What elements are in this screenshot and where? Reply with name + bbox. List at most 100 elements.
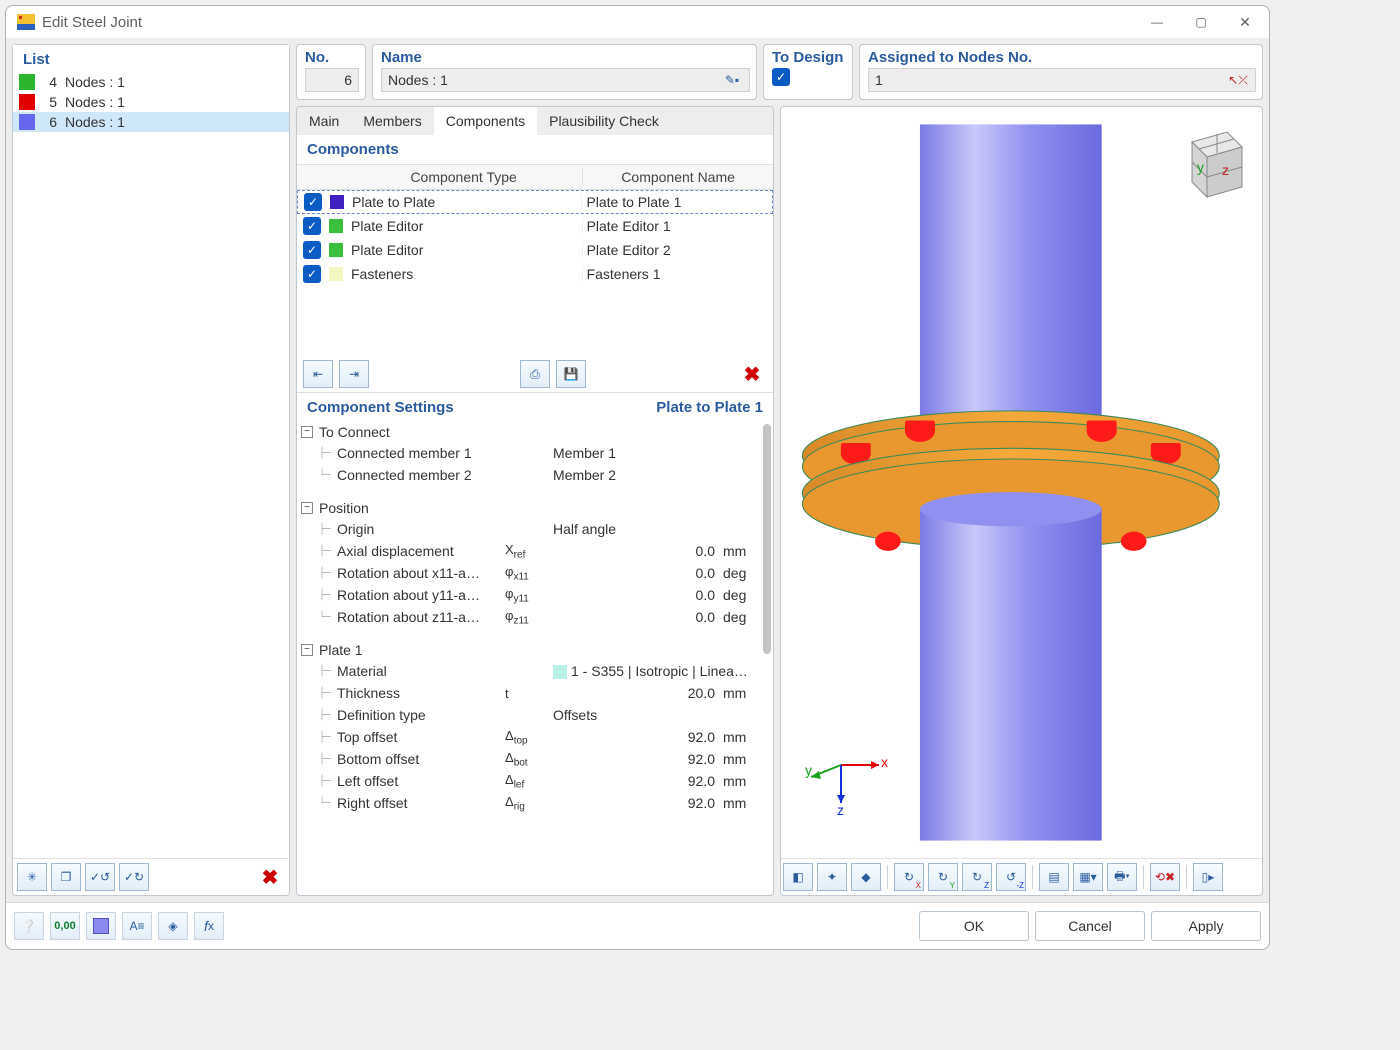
- apply-button[interactable]: Apply: [1151, 911, 1261, 941]
- pick-node-icon[interactable]: ↖⤫: [1227, 70, 1249, 90]
- window-controls: [1137, 8, 1265, 36]
- row-color-swatch: [329, 219, 343, 233]
- tag-button[interactable]: ◈: [158, 912, 188, 940]
- number-field-box: No. 6: [296, 44, 366, 100]
- delete-item-button[interactable]: ✖: [255, 863, 285, 891]
- list-item-number: 5: [43, 94, 57, 110]
- print-button[interactable]: 🖶▾: [1107, 863, 1137, 891]
- component-row[interactable]: Fasteners Fasteners 1: [297, 262, 773, 286]
- cancel-button[interactable]: Cancel: [1035, 911, 1145, 941]
- check-b-button[interactable]: ✓↻: [119, 863, 149, 891]
- axis-triad: x y z: [801, 735, 891, 818]
- to-design-checkbox[interactable]: [772, 68, 790, 86]
- row-type: Plate Editor: [347, 218, 582, 234]
- col-name: Component Name: [583, 169, 773, 185]
- tab-plausibility[interactable]: Plausibility Check: [537, 107, 671, 135]
- view-cube[interactable]: y z: [1172, 117, 1252, 210]
- viewport-toolbar: ◧ ✦ ◆ ↻X ↻Y ↻Z ↺-Z ▤ ▦▾ 🖶▾ ⟲✖: [781, 858, 1262, 895]
- assigned-nodes-box: Assigned to Nodes No. 1 ↖⤫: [859, 44, 1263, 100]
- component-row[interactable]: Plate Editor Plate Editor 2: [297, 238, 773, 262]
- name-label: Name: [381, 49, 750, 66]
- svg-text:y: y: [805, 762, 812, 778]
- name-input[interactable]: Nodes : 1 ✎▪: [381, 68, 750, 92]
- assigned-nodes-input[interactable]: 1 ↖⤫: [868, 68, 1256, 92]
- list-item-label: Nodes : 1: [65, 114, 125, 130]
- move-up-button[interactable]: ⇤: [303, 360, 333, 388]
- collapse-icon[interactable]: −: [301, 644, 313, 656]
- list-color-swatch: [19, 114, 35, 130]
- row-checkbox[interactable]: [304, 193, 322, 211]
- tab-members[interactable]: Members: [351, 107, 433, 135]
- row-name: Plate Editor 2: [582, 242, 771, 258]
- view-z-button[interactable]: ↻Z: [962, 863, 992, 891]
- group-plate1: −Plate 1 ├─Material1 - S355 | Isotropic …: [297, 640, 763, 814]
- color-button[interactable]: [86, 912, 116, 940]
- maximize-button[interactable]: [1181, 8, 1221, 36]
- collapse-icon[interactable]: −: [301, 426, 313, 438]
- check-a-button[interactable]: ✓↺: [85, 863, 115, 891]
- ok-button[interactable]: OK: [919, 911, 1029, 941]
- list-toolbar: ✳ ❐ ✓↺ ✓↻ ✖: [13, 858, 289, 895]
- view-box-button[interactable]: ▦▾: [1073, 863, 1103, 891]
- list-item[interactable]: 6 Nodes : 1: [13, 112, 289, 132]
- to-design-label: To Design: [772, 49, 843, 66]
- units-button[interactable]: 0,00: [50, 912, 80, 940]
- fx-button[interactable]: fx: [194, 912, 224, 940]
- view-perspective-button[interactable]: ◆: [851, 863, 881, 891]
- copy-item-button[interactable]: ❐: [51, 863, 81, 891]
- group-position: −Position ├─OriginHalf angle ├─Axial dis…: [297, 498, 763, 628]
- view-reset-button[interactable]: ⟲✖: [1150, 863, 1180, 891]
- label-button[interactable]: A≡: [122, 912, 152, 940]
- row-checkbox[interactable]: [303, 217, 321, 235]
- view-y-button[interactable]: ↻Y: [928, 863, 958, 891]
- list-item-label: Nodes : 1: [65, 74, 125, 90]
- list-item[interactable]: 5 Nodes : 1: [13, 92, 289, 112]
- move-down-button[interactable]: ⇥: [339, 360, 369, 388]
- edit-name-icon[interactable]: ✎▪: [721, 70, 743, 90]
- dialog-window: Edit Steel Joint List 4 Nodes : 1 5 Node…: [5, 5, 1270, 950]
- list-color-swatch: [19, 94, 35, 110]
- window-title: Edit Steel Joint: [42, 14, 1137, 31]
- to-design-box: To Design: [763, 44, 853, 100]
- row-checkbox[interactable]: [303, 241, 321, 259]
- tab-main[interactable]: Main: [297, 107, 351, 135]
- view-axis-button[interactable]: ✦: [817, 863, 847, 891]
- collapse-icon[interactable]: −: [301, 502, 313, 514]
- titlebar: Edit Steel Joint: [6, 6, 1269, 38]
- settings-subtitle: Plate to Plate 1: [656, 399, 763, 416]
- view-negz-button[interactable]: ↺-Z: [996, 863, 1026, 891]
- main-row: Main Members Components Plausibility Che…: [296, 106, 1263, 896]
- viewport-canvas[interactable]: y z x y z: [781, 107, 1262, 858]
- component-row[interactable]: Plate to Plate Plate to Plate 1: [297, 190, 773, 214]
- component-row[interactable]: Plate Editor Plate Editor 1: [297, 214, 773, 238]
- list-item[interactable]: 4 Nodes : 1: [13, 72, 289, 92]
- center-column: No. 6 Name Nodes : 1 ✎▪ To Design Assign…: [296, 44, 1263, 896]
- new-item-button[interactable]: ✳: [17, 863, 47, 891]
- tabs: Main Members Components Plausibility Che…: [297, 107, 773, 135]
- save-component-button[interactable]: 💾: [556, 360, 586, 388]
- svg-text:y: y: [1197, 159, 1204, 175]
- top-fields: No. 6 Name Nodes : 1 ✎▪ To Design Assign…: [296, 44, 1263, 100]
- help-button[interactable]: ❔: [14, 912, 44, 940]
- list-item-label: Nodes : 1: [65, 94, 125, 110]
- settings-header: Component Settings Plate to Plate 1: [297, 392, 773, 422]
- settings-scrollbar[interactable]: [763, 424, 771, 654]
- tab-components[interactable]: Components: [434, 107, 537, 135]
- list-panel: List 4 Nodes : 1 5 Nodes : 1 6 Nodes : 1: [12, 44, 290, 896]
- close-button[interactable]: [1225, 8, 1265, 36]
- number-input[interactable]: 6: [305, 68, 359, 92]
- settings-title: Component Settings: [307, 399, 656, 416]
- view-more-button[interactable]: ▯▸: [1193, 863, 1223, 891]
- view-iso-button[interactable]: ◧: [783, 863, 813, 891]
- row-name: Fasteners 1: [582, 266, 771, 282]
- row-color-swatch: [329, 267, 343, 281]
- minimize-button[interactable]: [1137, 8, 1177, 36]
- content-area: List 4 Nodes : 1 5 Nodes : 1 6 Nodes : 1: [6, 38, 1269, 902]
- bottom-bar: ❔ 0,00 A≡ ◈ fx OK Cancel Apply: [6, 902, 1269, 949]
- delete-component-button[interactable]: ✖: [737, 360, 767, 388]
- library-button[interactable]: ⎙: [520, 360, 550, 388]
- view-x-button[interactable]: ↻X: [894, 863, 924, 891]
- row-checkbox[interactable]: [303, 265, 321, 283]
- number-label: No.: [305, 49, 359, 66]
- view-layers-button[interactable]: ▤: [1039, 863, 1069, 891]
